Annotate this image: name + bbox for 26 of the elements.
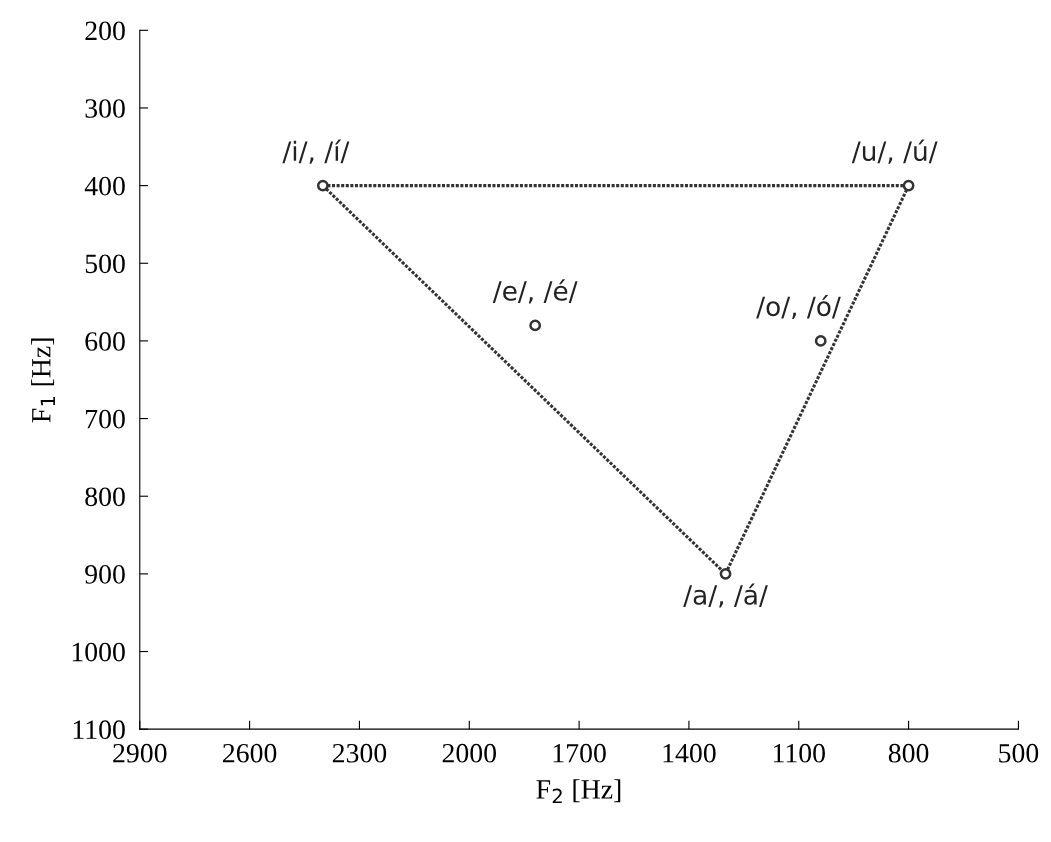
y-tick-label: 700 bbox=[86, 409, 125, 429]
x-tick-label: 1400 bbox=[663, 743, 716, 763]
x-tick-label: 2600 bbox=[223, 743, 277, 763]
x-tick-label: 2000 bbox=[442, 743, 496, 763]
y-tick-label: 200 bbox=[85, 21, 125, 41]
x-tick-label: 2900 bbox=[113, 743, 167, 763]
annotation: /o/, /ó/ bbox=[756, 294, 841, 320]
y-tick-label: 600 bbox=[85, 332, 125, 351]
y-tick-label: 1000 bbox=[72, 642, 125, 662]
annotation: /e/, /é/ bbox=[492, 279, 578, 304]
y-tick-label: 500 bbox=[85, 254, 125, 274]
y-tick-label: 900 bbox=[85, 565, 125, 584]
x-tick-label: 500 bbox=[999, 743, 1039, 763]
y-tick-label: 800 bbox=[85, 487, 125, 507]
annotation: /a/, /á/ bbox=[683, 583, 768, 608]
x-tick-label: 1700 bbox=[553, 743, 606, 763]
x-tick-label: 1100 bbox=[773, 743, 825, 763]
y-axis-title: F$_{1}$ [Hz] bbox=[31, 338, 55, 423]
x-axis-title: F$_{2}$ [Hz] bbox=[536, 779, 621, 804]
y-tick-label: 1100 bbox=[73, 720, 125, 740]
annotation: /i/, /í/ bbox=[282, 139, 350, 164]
y-tick-label: 300 bbox=[85, 99, 125, 118]
x-tick-label: 2300 bbox=[332, 743, 387, 763]
x-tick-label: 800 bbox=[888, 743, 929, 763]
annotation: /u/, /ú/ bbox=[851, 139, 938, 164]
y-tick-label: 400 bbox=[84, 176, 125, 196]
